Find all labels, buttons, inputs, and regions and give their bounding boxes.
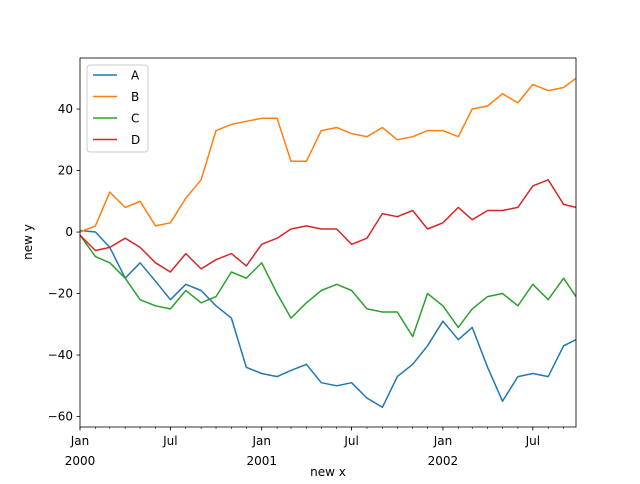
legend-label-b: B — [131, 90, 139, 104]
y-axis-label: new y — [21, 224, 35, 260]
y-tick-label: −60 — [48, 410, 73, 424]
y-tick-label: 20 — [58, 164, 73, 178]
x-tick-label: Jan — [251, 434, 271, 448]
series-line-c — [79, 234, 577, 338]
y-tick-label: −40 — [48, 348, 73, 362]
y-tick-label: 40 — [58, 102, 73, 116]
legend-box — [86, 64, 149, 153]
series-lines — [79, 77, 577, 409]
x-tick-label: Jan — [70, 434, 90, 448]
x-tick-year-label: 2002 — [428, 454, 459, 468]
axes-frame — [79, 57, 577, 428]
y-axis: −60 −40 −20 0 20 40 — [48, 102, 80, 424]
series-line-a — [79, 229, 577, 409]
x-tick-year-label: 2000 — [65, 454, 96, 468]
series-line-d — [79, 179, 577, 273]
x-tick-label: Jul — [525, 434, 540, 448]
legend-label-a: A — [131, 69, 140, 83]
x-tick-label: Jul — [162, 434, 177, 448]
y-tick-label: −20 — [48, 287, 73, 301]
x-tick-year-label: 2001 — [246, 454, 277, 468]
x-tick-label: Jan — [433, 434, 453, 448]
series-line-b — [79, 77, 577, 233]
legend-label-d: D — [131, 133, 140, 147]
x-axis-label: new x — [310, 465, 346, 479]
legend-label-c: C — [131, 112, 139, 126]
x-tick-label: Jul — [343, 434, 358, 448]
y-tick-label: 0 — [65, 225, 73, 239]
x-axis: Jan 2000 Jul Jan 2001 Jul Jan 2002 Jul — [65, 427, 564, 468]
